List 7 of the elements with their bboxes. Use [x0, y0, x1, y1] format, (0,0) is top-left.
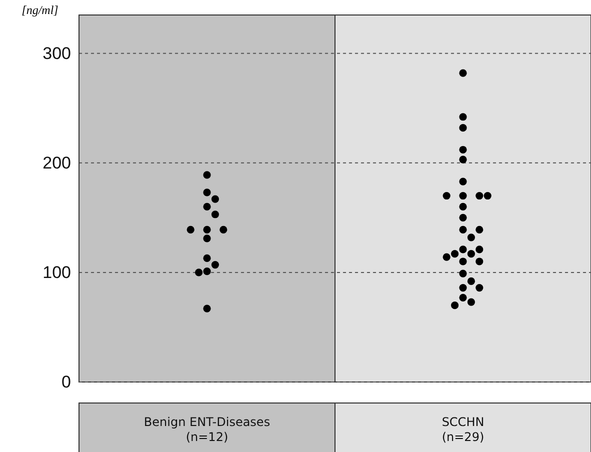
y-tick-label: 300 — [42, 44, 71, 63]
y-tick-label: 200 — [42, 153, 71, 172]
y-tick-label: 100 — [42, 262, 71, 282]
x-tick-label: Benign ENT-Diseases (n=12) — [144, 415, 270, 444]
y-axis-title: [ng/ml] — [22, 3, 59, 17]
y-tick-label: 0 — [62, 372, 71, 392]
x-tick-label: SCCHN (n=29) — [442, 415, 484, 444]
